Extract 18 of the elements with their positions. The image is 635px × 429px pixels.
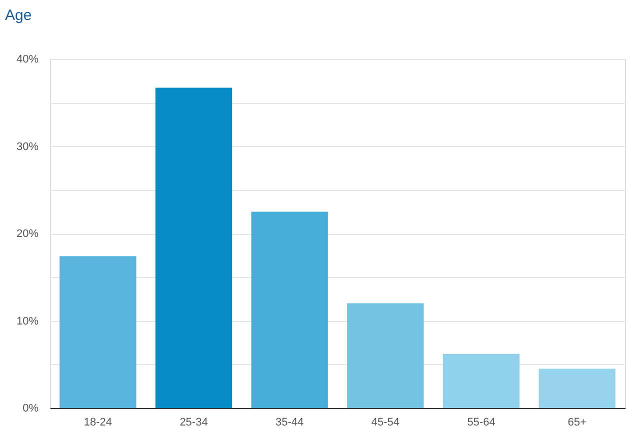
bar <box>442 354 520 408</box>
y-tick-label: 20% <box>16 228 39 240</box>
chart-title: Age <box>5 7 32 24</box>
y-tick-label: 30% <box>16 140 39 153</box>
bar <box>251 212 328 408</box>
x-tick-label: 45-54 <box>371 416 400 428</box>
x-tick-label: 35-44 <box>276 416 304 428</box>
x-tick-label: 65+ <box>568 416 586 428</box>
y-tick-label: 10% <box>16 315 39 328</box>
x-tick-label: 18-24 <box>84 416 112 428</box>
y-tick-label: 40% <box>16 54 39 66</box>
bar <box>538 368 616 408</box>
bar <box>60 256 136 408</box>
x-tick-label: 25-34 <box>180 416 208 428</box>
y-tick-label: 0% <box>22 402 39 414</box>
x-tick-label: 55-64 <box>467 416 496 428</box>
bar <box>347 303 424 408</box>
bar <box>155 88 232 408</box>
